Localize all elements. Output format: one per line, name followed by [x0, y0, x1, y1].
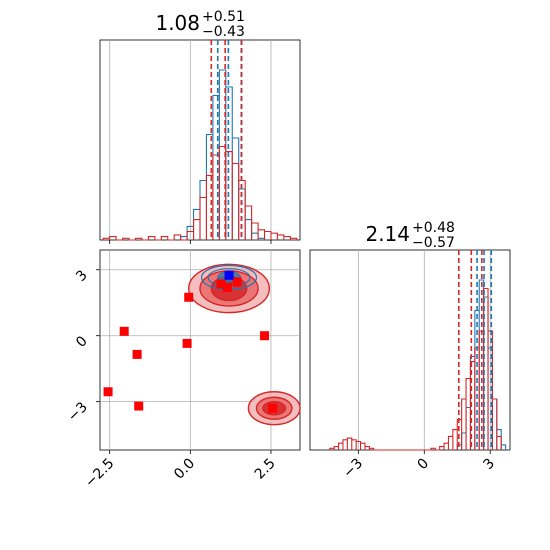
- histogram-step: [102, 145, 298, 241]
- tick-label: −3: [340, 456, 366, 482]
- tick-label: −2.5: [82, 456, 117, 491]
- truth-points: [103, 270, 278, 413]
- truth-marker: [134, 401, 144, 411]
- chart-title-main: 1.08: [155, 11, 200, 35]
- panel-joint: −2.5 0.0 2.5 3 0 −3: [65, 249, 301, 491]
- truth-marker: [222, 282, 232, 292]
- truth-marker: [260, 331, 270, 341]
- chart-title-sup: +0.51: [202, 9, 245, 25]
- quantile-lines: [210, 40, 243, 240]
- tick-label: −3: [65, 399, 91, 425]
- x-tick-labels: −3 0 3: [340, 456, 498, 482]
- panel-marginal-y: −3 0 3 2.14 +0.48 −0.57: [309, 220, 511, 482]
- tick-label: 0: [414, 456, 432, 474]
- tick-label: 3: [73, 267, 91, 285]
- tick-label: 0.0: [171, 456, 198, 483]
- truth-marker: [232, 277, 242, 287]
- panel-marginal-x: 1.08 +0.51 −0.43: [99, 9, 301, 244]
- chart-title-main: 2.14: [365, 222, 410, 246]
- truth-marker: [184, 292, 194, 302]
- tick-label: 2.5: [252, 456, 279, 483]
- grid: [357, 250, 491, 454]
- truth-marker: [103, 387, 113, 397]
- chart-title-sub: −0.57: [412, 235, 455, 251]
- chart-title-sub: −0.43: [202, 24, 245, 40]
- truth-marker: [119, 326, 129, 336]
- histogram: [102, 69, 298, 241]
- truth-marker: [268, 403, 278, 413]
- median-marker: [224, 270, 234, 280]
- tick-label: 3: [480, 456, 498, 474]
- y-tick-labels: 3 0 −3: [65, 267, 91, 425]
- tick-label: 0: [73, 333, 91, 351]
- x-tick-labels: −2.5 0.0 2.5: [82, 456, 279, 491]
- truth-marker: [182, 338, 192, 348]
- truth-marker: [132, 349, 142, 359]
- grid: [109, 40, 272, 244]
- quantile-lines: [457, 250, 493, 450]
- chart-title-sup: +0.48: [412, 220, 455, 236]
- truth-marker: [216, 279, 226, 289]
